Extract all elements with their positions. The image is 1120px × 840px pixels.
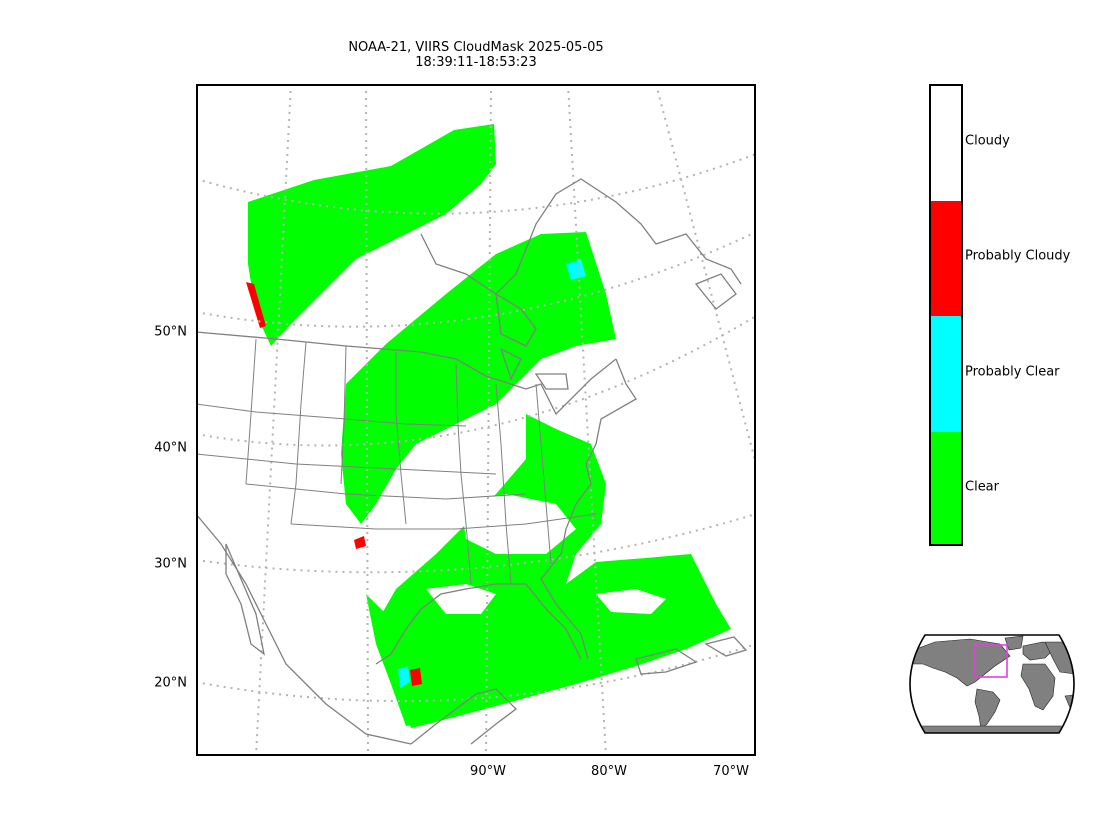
cloudy-patch-great-lakes [371, 279, 436, 342]
inset-highlight-box [974, 644, 1008, 678]
state-line-4 [395, 352, 407, 525]
legend-swatch-probably-clear [931, 316, 961, 432]
map-canvas [196, 84, 756, 756]
probably-cloudy-mexico [410, 668, 422, 686]
globe-outline [909, 634, 1075, 734]
australia-land [1064, 693, 1074, 711]
lon-label-90w: 90°W [470, 764, 506, 779]
great-lakes [495, 292, 569, 390]
atlantic-coast [540, 358, 637, 660]
lat-label-50n: 50°N [154, 324, 187, 340]
legend-swatch-clear [931, 432, 961, 544]
probably-clear-mexico [398, 666, 410, 688]
parallel-20n [196, 643, 756, 703]
state-line-2 [290, 341, 307, 525]
parallel-50n [196, 231, 756, 328]
state-line-10 [495, 383, 512, 585]
cloudy-patch-atlantic [596, 589, 666, 614]
mask-speckles [246, 259, 586, 688]
probably-cloudy-texas [354, 536, 366, 549]
parallel-30n [196, 513, 756, 574]
legend-colorbar [929, 84, 963, 546]
probably-cloudy-edge [246, 282, 266, 328]
state-line-7 [245, 483, 527, 500]
cloud-mask-swath [248, 124, 731, 728]
legend-label-probably-cloudy: Probably Cloudy [965, 248, 1071, 264]
legend-swatch-probably-cloudy [931, 201, 961, 316]
baja-peninsula [225, 543, 265, 656]
cloudy-gaps [371, 279, 666, 614]
us-canada-border [196, 331, 617, 416]
gulf-coast [375, 583, 582, 665]
mexico-pacific-coast [196, 513, 412, 745]
hispaniola [704, 636, 748, 657]
clear-region-south [366, 594, 416, 726]
state-line-5 [196, 403, 467, 427]
state-line-3 [340, 345, 347, 485]
meridian-90w [485, 84, 492, 756]
newfoundland [694, 273, 737, 310]
map-title: NOAA-21, VIIRS CloudMask 2025-05-05 [348, 40, 604, 55]
meridian-70w [655, 84, 756, 465]
state-line-11 [535, 383, 552, 565]
lon-label-70w: 70°W [713, 764, 749, 779]
legend-label-cloudy: Cloudy [965, 133, 1010, 149]
probably-clear-canada [566, 259, 586, 280]
state-line-8 [290, 513, 597, 530]
cloudy-patch-gulf [426, 584, 496, 614]
legend-label-probably-clear: Probably Clear [965, 364, 1060, 380]
coastlines [196, 178, 748, 745]
cuba [635, 648, 698, 675]
state-line-6 [196, 453, 497, 475]
meridian-80w [567, 84, 607, 756]
world-land [910, 635, 1074, 733]
south-america-land [974, 688, 1001, 730]
hudson-bay-coast [420, 178, 742, 295]
lat-label-20n: 20°N [154, 675, 187, 691]
clear-region-north [248, 124, 496, 346]
cloudy-patch-southeast [461, 494, 576, 554]
map-border [196, 84, 756, 756]
lat-label-30n: 30°N [154, 556, 187, 572]
map-subtitle-time: 18:39:11-18:53:23 [415, 55, 537, 70]
africa-land [1020, 663, 1056, 711]
world-locator-inset [895, 634, 1089, 738]
map-panel [196, 84, 756, 756]
yucatan-coast [410, 688, 517, 745]
clear-region-east [376, 414, 731, 728]
parallel-40n [196, 315, 756, 447]
north-america-land [910, 638, 1011, 687]
legend-label-clear: Clear [965, 479, 999, 495]
world-locator-map [909, 634, 1075, 734]
lat-label-40n: 40°N [154, 440, 187, 456]
legend-swatch-cloudy [931, 86, 961, 201]
state-line-1 [245, 338, 257, 485]
lon-label-80w: 80°W [591, 764, 627, 779]
clear-region-central [341, 232, 616, 524]
asia-land [1044, 641, 1074, 675]
state-borders [196, 338, 597, 585]
meridian-100w [365, 84, 369, 756]
state-line-9 [455, 363, 472, 585]
